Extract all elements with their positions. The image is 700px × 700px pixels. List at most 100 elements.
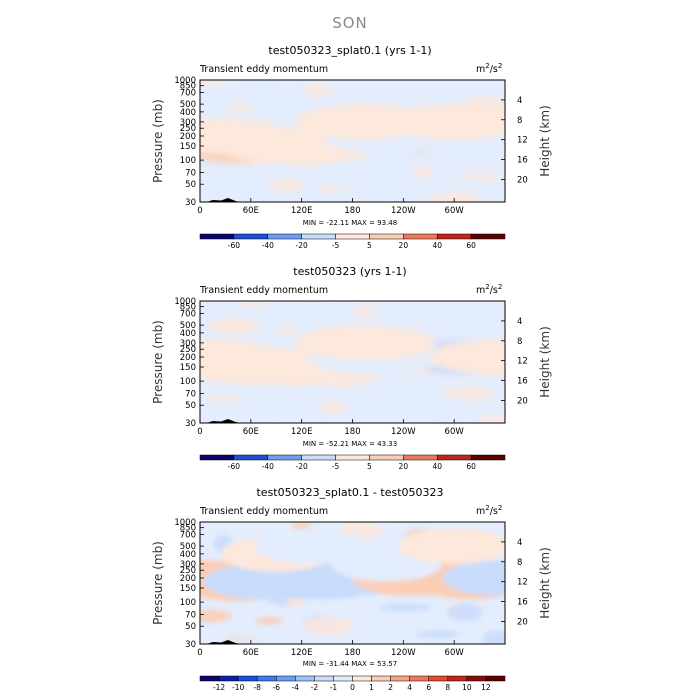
colorbar: -60 -40 -20 -5 5 20 40 60 — [199, 454, 506, 471]
contour-blob — [240, 301, 269, 308]
contour-field — [200, 301, 505, 423]
colorbar-box — [485, 675, 506, 682]
y-axis-label-left: Pressure (mb) — [151, 99, 165, 183]
contour-level — [254, 528, 366, 564]
contour-blob — [200, 609, 233, 623]
contour-blob — [401, 312, 446, 321]
colorbar-box — [470, 233, 506, 240]
lon-tick-label: 60E — [243, 648, 259, 658]
pressure-tick-label: 850 — [180, 82, 196, 92]
colorbar-label: -10 — [232, 683, 244, 692]
colorbar-box — [436, 454, 472, 461]
colorbar-box — [371, 675, 391, 682]
variable-label: Transient eddy momentum — [199, 506, 328, 517]
pressure-tick-label: 30 — [185, 198, 196, 208]
pressure-tick-label: 150 — [180, 363, 196, 373]
pressure-tick-label: 300 — [180, 560, 196, 570]
variable-label: Transient eddy momentum — [199, 64, 328, 75]
colorbar-box — [267, 233, 302, 240]
contour-blob — [379, 603, 432, 612]
height-tick-label: 12 — [517, 136, 528, 146]
pressure-tick-label: 300 — [180, 339, 196, 349]
colorbar-label: -40 — [262, 241, 274, 250]
colorbar-label: -40 — [262, 462, 274, 471]
height-tick-label: 20 — [517, 396, 528, 406]
lon-tick-label: 120E — [291, 206, 313, 216]
height-tick-label: 16 — [517, 598, 528, 608]
pressure-tick-label: 250 — [180, 566, 196, 576]
colorbar: -60 -40 -20 -5 5 20 40 60 — [199, 233, 506, 250]
y-axis-label-left: Pressure (mb) — [151, 320, 165, 404]
contour-field — [200, 80, 505, 202]
contour-blob — [478, 414, 505, 423]
colorbar: -12 -10 -8 -6 -4 -2 -1 0 1 2 4 6 8 10 12 — [199, 675, 506, 692]
colorbar-box — [276, 675, 296, 682]
colorbar-box — [335, 454, 370, 461]
pressure-tick-label: 1000 — [174, 76, 196, 86]
colorbar-label: 0 — [350, 683, 355, 692]
colorbar-label: -60 — [228, 462, 240, 471]
panel-title: test050323_splat0.1 (yrs 1-1) — [268, 44, 431, 57]
colorbar-box — [470, 454, 506, 461]
lon-tick-label: 120W — [391, 427, 416, 437]
units-label: m2/s2 — [476, 62, 502, 75]
colorbar-label: -60 — [228, 241, 240, 250]
colorbar-box — [466, 675, 487, 682]
colorbar-box — [390, 675, 410, 682]
colorbar-label: 1 — [369, 683, 374, 692]
y-axis-label-right: Height (km) — [538, 326, 552, 397]
contour-blob — [210, 320, 263, 334]
y-axis-label-left: Pressure (mb) — [151, 541, 165, 625]
contour-blob — [468, 312, 497, 331]
colorbar-box — [301, 233, 336, 240]
height-tick-label: 20 — [517, 175, 528, 185]
colorbar-label: -8 — [253, 683, 261, 692]
height-tick-label: 20 — [517, 617, 528, 627]
height-tick-label: 16 — [517, 156, 528, 166]
panel-2: test050323 (yrs 1-1) Transient eddy mome… — [151, 265, 552, 471]
colorbar-box — [199, 233, 235, 240]
contour-level — [295, 325, 435, 361]
lon-tick-label: 60W — [445, 206, 465, 216]
contour-blob — [302, 616, 355, 635]
colorbar-label: 6 — [426, 683, 431, 692]
contour-blob — [412, 165, 433, 178]
pressure-tick-label: 150 — [180, 584, 196, 594]
colorbar-label: 2 — [388, 683, 393, 692]
contour-blob — [332, 596, 361, 610]
colorbar-box — [301, 454, 336, 461]
contour-blob — [349, 381, 370, 390]
figure-title: SON — [332, 14, 368, 32]
pressure-tick-label: 50 — [185, 622, 196, 632]
pressure-tick-label: 30 — [185, 640, 196, 650]
lon-tick-label: 60E — [243, 427, 259, 437]
colorbar-label: -20 — [296, 241, 308, 250]
height-tick-label: 8 — [517, 116, 522, 126]
pressure-tick-label: 250 — [180, 124, 196, 134]
colorbar-box — [199, 454, 235, 461]
lon-tick-label: 0 — [197, 648, 202, 658]
contour-plot — [200, 301, 505, 423]
colorbar-box — [267, 454, 302, 461]
colorbar-label: -1 — [330, 683, 338, 692]
contour-blob — [226, 104, 255, 113]
pressure-tick-label: 400 — [180, 550, 196, 560]
pressure-tick-label: 30 — [185, 419, 196, 429]
colorbar-label: -20 — [296, 462, 308, 471]
lon-tick-label: 60E — [243, 206, 259, 216]
pressure-tick-label: 500 — [180, 542, 196, 552]
pressure-tick-label: 500 — [180, 100, 196, 110]
colorbar-box — [295, 675, 315, 682]
colorbar-box — [369, 454, 404, 461]
contour-blob — [417, 90, 454, 109]
contour-blob — [428, 191, 481, 202]
min-max-stats: MIN = -22.11 MAX = 93.48 — [303, 219, 397, 227]
contour-blob — [446, 603, 483, 622]
contour-blob — [276, 326, 297, 335]
contour-blob — [368, 622, 389, 636]
panel-title: test050323_splat0.1 - test050323 — [256, 486, 443, 499]
contour-blob — [334, 185, 355, 194]
colorbar-label: 4 — [407, 683, 412, 692]
